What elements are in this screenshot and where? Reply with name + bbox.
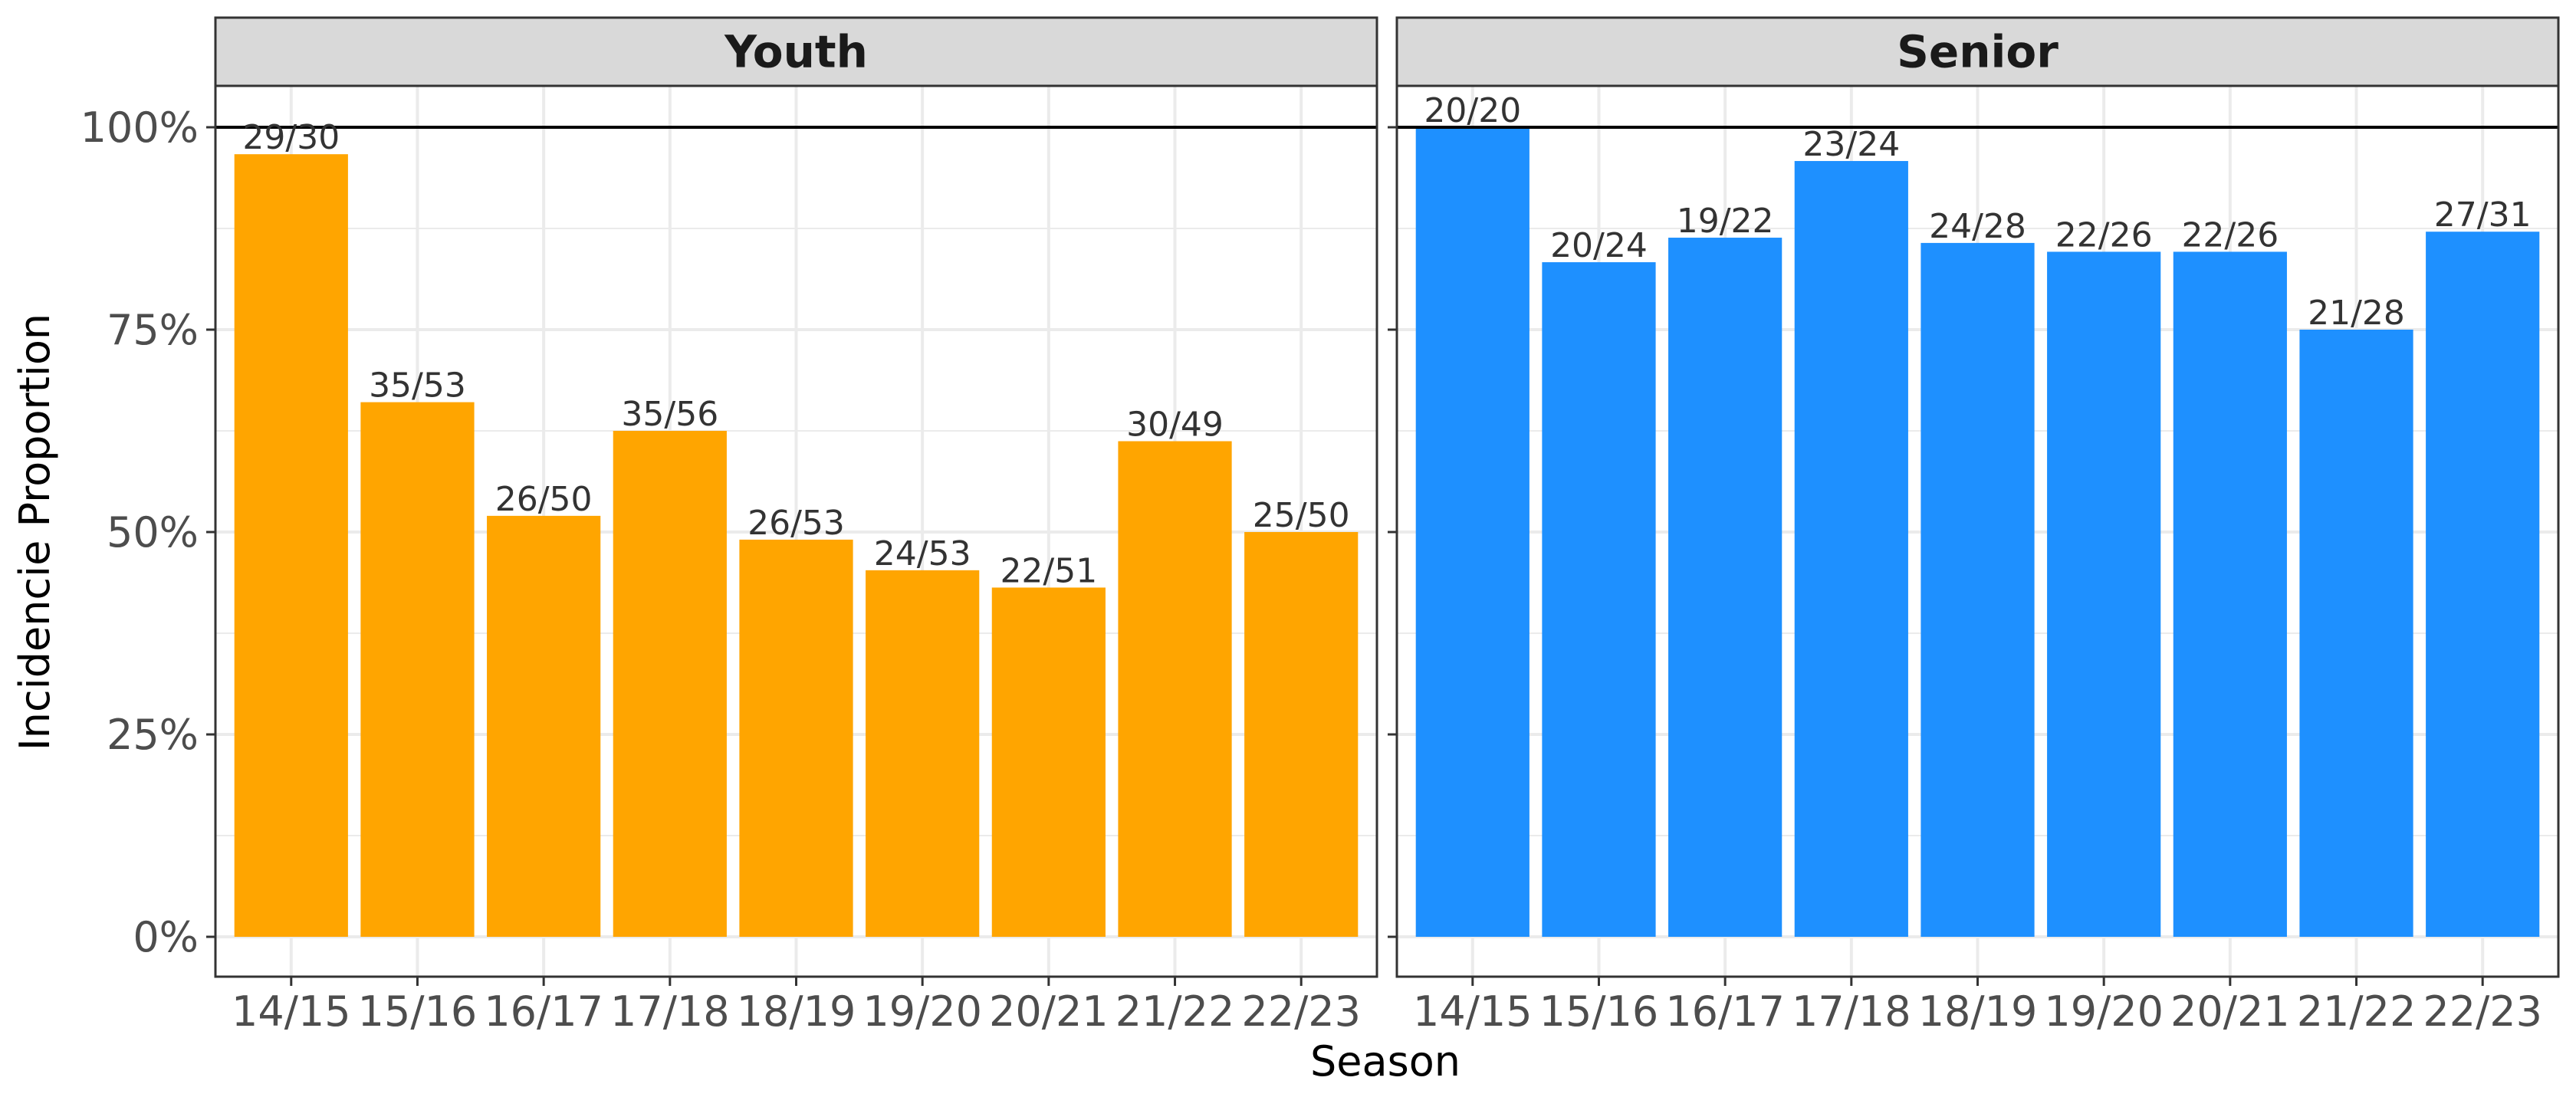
panel-youth: 29/30 35/53 26/50 35/56 26/53 24/53 22/51 30/49… [80, 16, 1378, 1036]
y-tick-label: 75% [107, 306, 199, 354]
bar [739, 539, 853, 937]
bar [866, 570, 980, 937]
x-tick-label: 21/22 [1116, 987, 1235, 1036]
bar-label: 22/51 [1000, 551, 1097, 590]
x-tick-label: 16/17 [1665, 987, 1785, 1036]
x-tick-label: 17/18 [610, 987, 730, 1036]
x-tick-label: 19/20 [863, 987, 982, 1036]
x-tick-label: 22/23 [1241, 987, 1361, 1036]
bar [2299, 330, 2413, 937]
bar [1921, 242, 2035, 937]
y-tick-label: 25% [107, 711, 199, 759]
bar [487, 515, 601, 937]
x-axis-title: Season [1310, 1037, 1460, 1086]
panel-senior: 20/20 20/24 19/22 23/24 24/28 22/26 22/26 21/28… [1388, 16, 2560, 1036]
bar [2173, 251, 2287, 937]
bar [234, 154, 348, 937]
x-tick-label: 15/16 [1539, 987, 1659, 1036]
bar-label: 26/53 [748, 504, 845, 543]
x-tick-label: 14/15 [232, 987, 351, 1036]
bar [1668, 238, 1783, 937]
bar [1244, 532, 1359, 937]
x-tick-label: 22/23 [2423, 987, 2542, 1036]
bar-label: 22/26 [2181, 215, 2279, 255]
bar [1415, 127, 1530, 937]
bar [613, 431, 727, 937]
bar [2047, 251, 2161, 937]
facet-strip [1395, 16, 2560, 87]
bar [1542, 262, 1656, 938]
x-tick-label: 14/15 [1413, 987, 1533, 1036]
y-tick-label: 100% [80, 103, 199, 152]
x-tick-label: 15/16 [358, 987, 478, 1036]
bar-label: 21/28 [2308, 294, 2405, 333]
bar [360, 402, 475, 937]
x-tick-label: 19/20 [2044, 987, 2164, 1036]
bar-label: 35/56 [621, 395, 718, 434]
bar-label: 20/24 [1550, 226, 1648, 265]
x-tick-label: 21/22 [2297, 987, 2417, 1036]
bar-label: 30/49 [1126, 406, 1224, 445]
bar [991, 587, 1106, 937]
y-tick-label: 0% [133, 913, 199, 961]
bar-label: 22/26 [2055, 215, 2153, 255]
bar-label: 27/31 [2434, 195, 2532, 235]
facet-strip [214, 16, 1378, 87]
x-tick-label: 16/17 [484, 987, 603, 1036]
facet-strip-label: Senior [1897, 26, 2058, 78]
bar-label: 29/30 [242, 118, 340, 157]
bar-label: 20/20 [1424, 91, 1521, 130]
bar [1118, 441, 1232, 937]
bar-label: 26/50 [495, 480, 593, 519]
bar-label: 19/22 [1677, 202, 1774, 241]
y-tick-label: 50% [107, 508, 199, 557]
x-tick-label: 20/21 [2170, 987, 2290, 1036]
bar [2426, 232, 2540, 937]
facet-strip-label: Youth [724, 26, 868, 78]
bar-label: 35/53 [369, 366, 466, 406]
bar-label: 25/50 [1253, 496, 1350, 535]
y-axis-title: Incidencie Proportion [11, 314, 59, 751]
x-tick-label: 18/19 [1918, 987, 2038, 1036]
bar-label: 24/53 [874, 534, 971, 573]
x-tick-label: 20/21 [989, 987, 1109, 1036]
bar-label: 23/24 [1802, 125, 1900, 164]
bar [1794, 161, 1908, 937]
x-tick-label: 18/19 [737, 987, 856, 1036]
x-tick-label: 17/18 [1792, 987, 1911, 1036]
bar-label: 24/28 [1929, 207, 2026, 246]
